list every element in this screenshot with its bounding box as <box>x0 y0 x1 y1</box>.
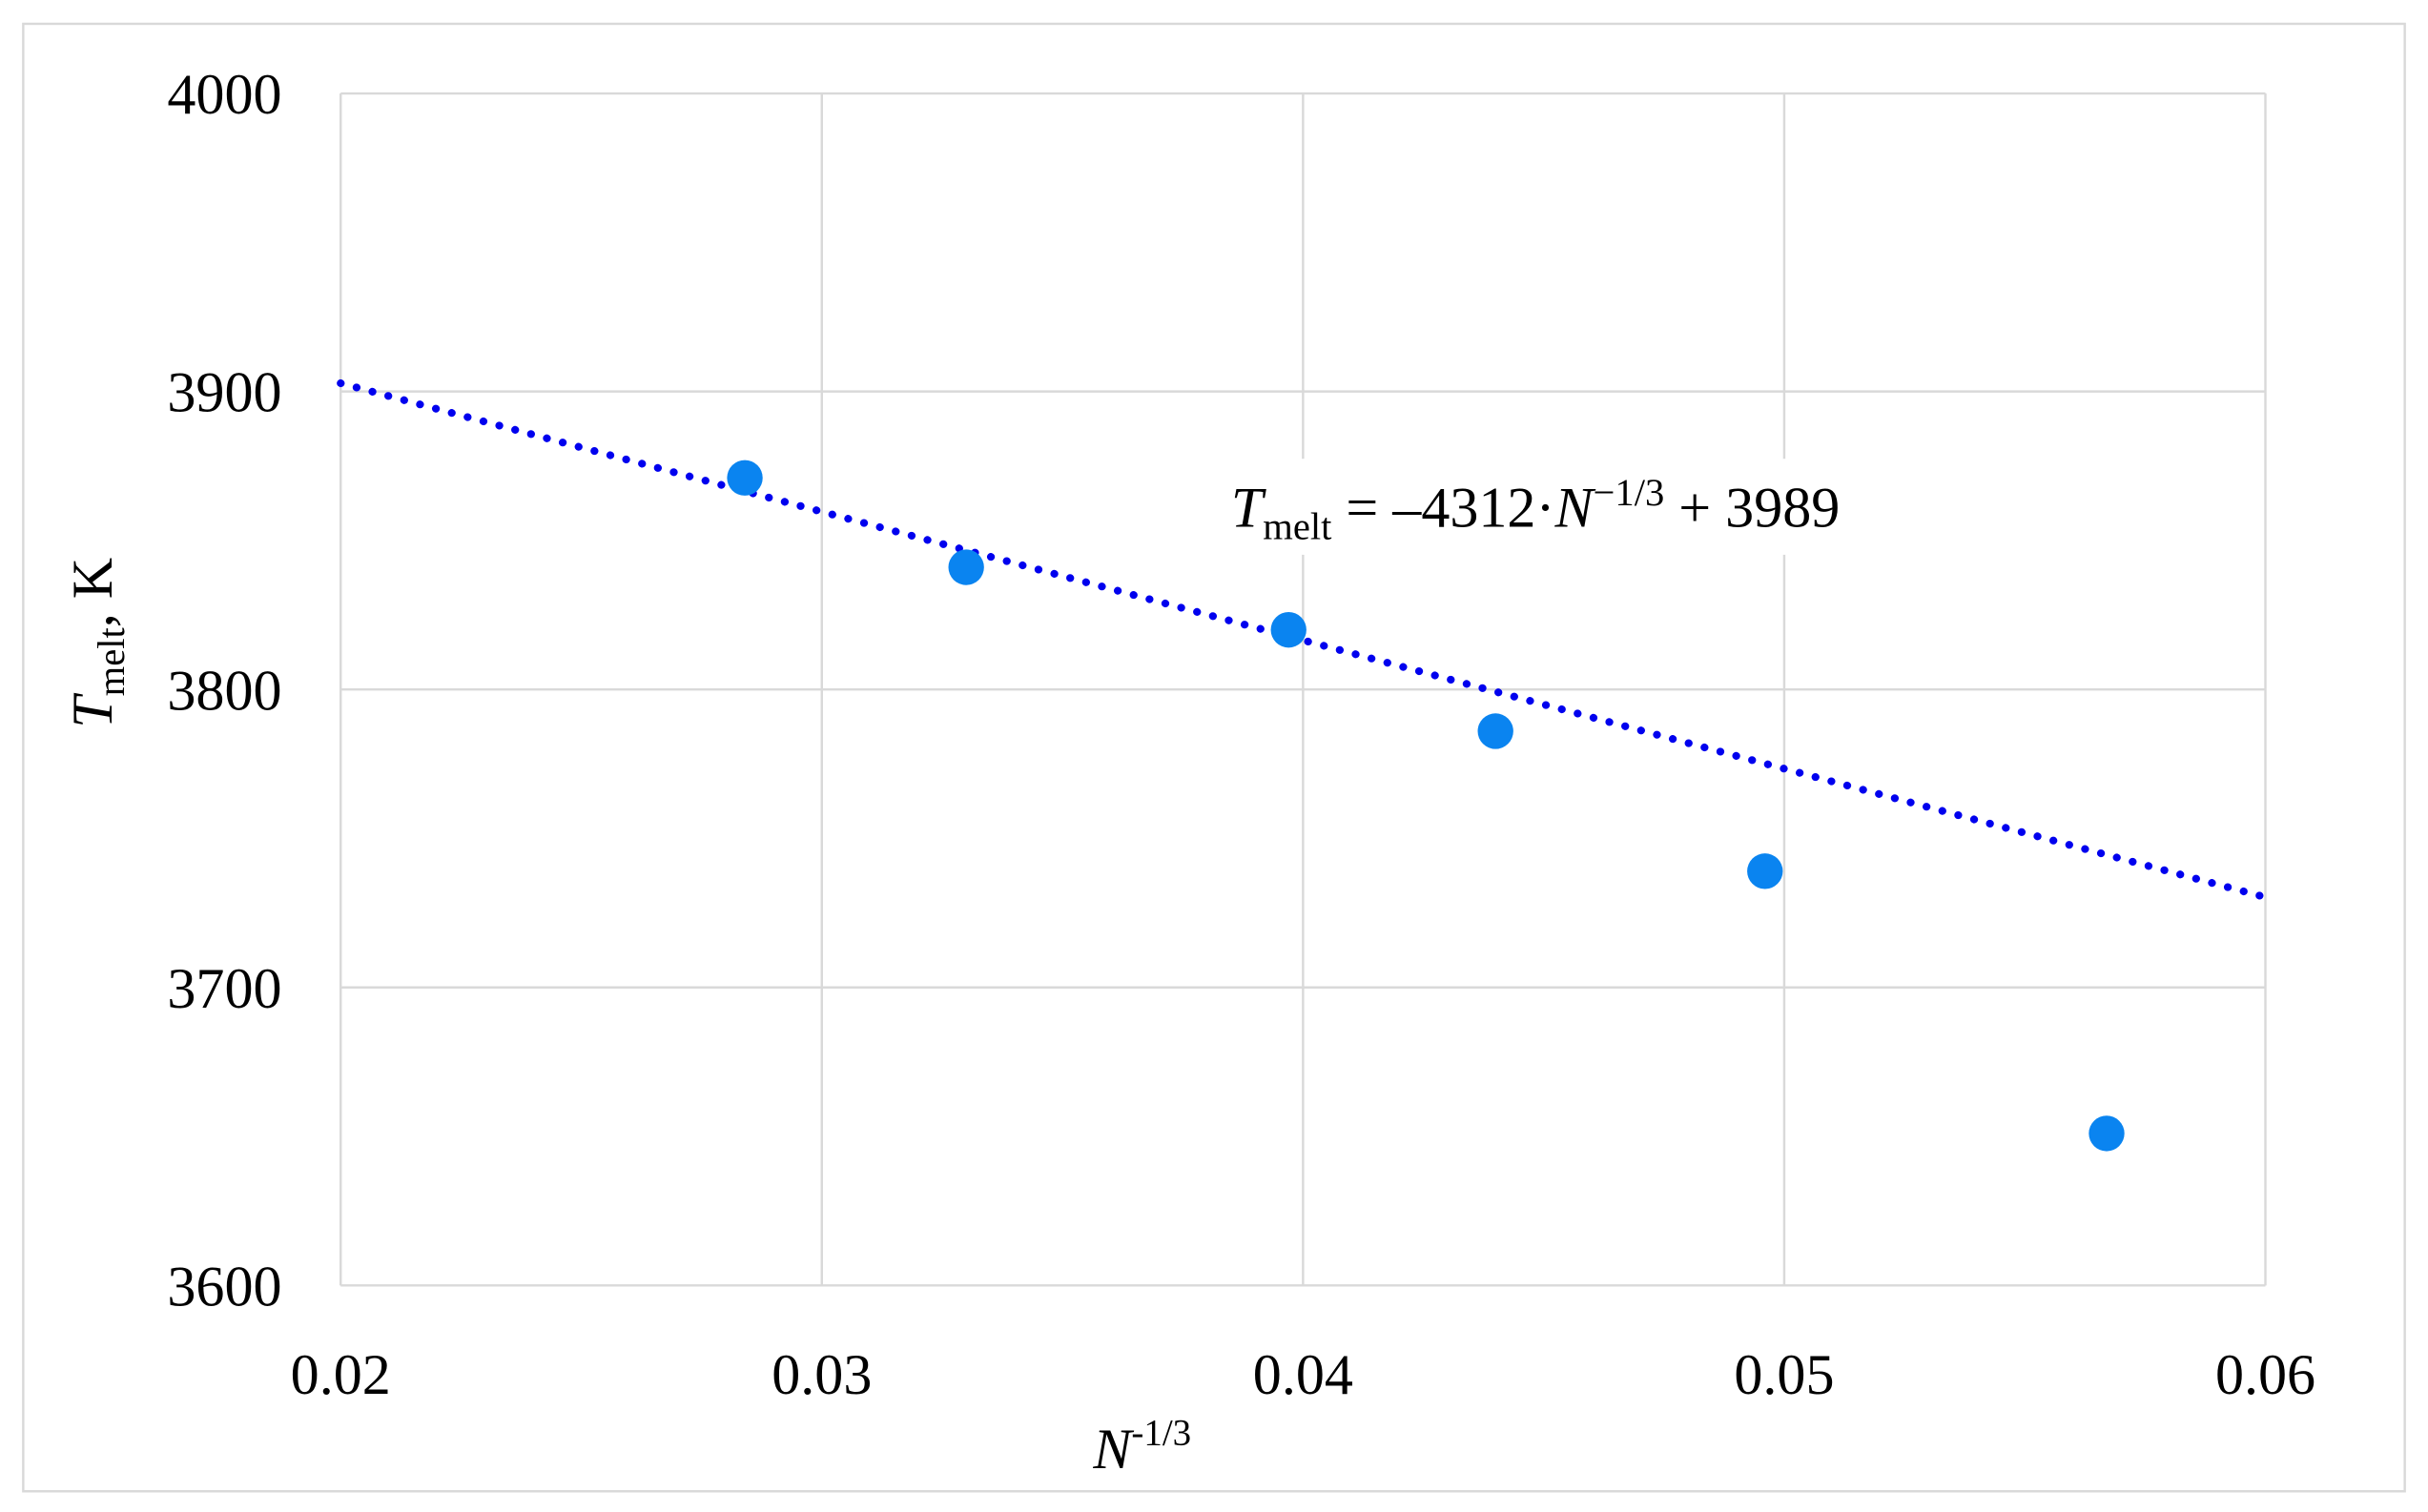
trendline-equation: Tmelt = –4312·N−1/3 + 3989 <box>1231 471 1840 548</box>
y-tick-label: 4000 <box>167 62 281 126</box>
data-points <box>727 460 2125 1152</box>
data-point <box>1747 853 1783 889</box>
trendline <box>337 378 2270 902</box>
data-point <box>1270 611 1307 648</box>
gridlines <box>340 92 2267 1287</box>
y-tick-label: 3600 <box>167 1254 281 1318</box>
data-point <box>1477 713 1513 749</box>
data-point <box>727 460 763 496</box>
y-tick-labels: 3600 3700 3800 3900 4000 <box>167 62 281 1318</box>
x-tick-label: 0.03 <box>772 1342 872 1406</box>
x-axis-label: N-1/3 <box>1092 1413 1191 1481</box>
chart-border <box>22 22 2406 1493</box>
trendline-line <box>337 378 2270 902</box>
y-tick-label: 3700 <box>167 956 281 1020</box>
x-tick-label: 0.04 <box>1253 1342 1353 1406</box>
data-point <box>948 549 984 585</box>
y-tick-label: 3800 <box>167 658 281 722</box>
x-tick-label: 0.05 <box>1734 1342 1834 1406</box>
x-tick-label: 0.02 <box>291 1342 391 1406</box>
annotation-background <box>1215 459 1913 555</box>
y-tick-label: 3900 <box>167 360 281 424</box>
x-tick-label: 0.06 <box>2215 1342 2315 1406</box>
data-point <box>2088 1115 2125 1152</box>
y-axis-label: Tmelt, K <box>60 558 133 728</box>
x-tick-labels: 0.02 0.03 0.04 0.05 0.06 <box>291 1342 2315 1406</box>
